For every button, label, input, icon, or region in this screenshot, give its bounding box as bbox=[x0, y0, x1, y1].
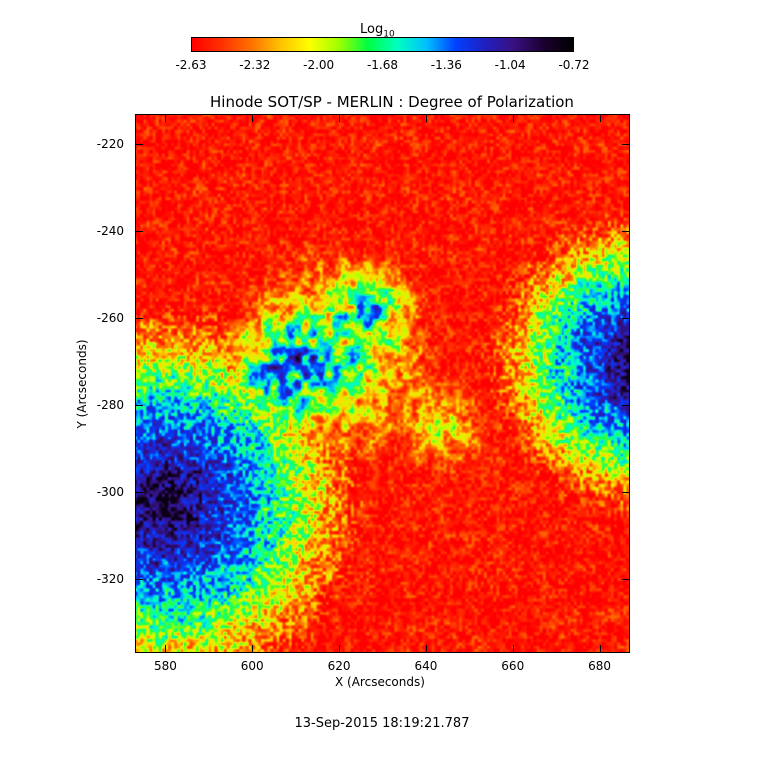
x-axis-label: X (Arcseconds) bbox=[335, 675, 425, 689]
y-tick-label: -220 bbox=[96, 137, 124, 152]
colorbar-tick-label: -2.32 bbox=[239, 58, 271, 72]
colorbar-tick-label: -1.68 bbox=[366, 58, 399, 72]
y-tick-mark bbox=[622, 144, 630, 146]
y-tick-mark bbox=[622, 492, 630, 494]
x-tick-label: 580 bbox=[153, 659, 177, 673]
colorbar-tick-label: -1.36 bbox=[430, 58, 462, 72]
y-tick-mark bbox=[622, 318, 630, 320]
colorbar-title: Log10 bbox=[360, 22, 395, 40]
plot-title: Hinode SOT/SP - MERLIN : Degree of Polar… bbox=[210, 93, 574, 111]
y-tick-label: -320 bbox=[96, 572, 124, 587]
colorbar bbox=[191, 37, 574, 52]
y-tick-mark bbox=[135, 318, 143, 320]
colorbar-title-sub: 10 bbox=[383, 29, 395, 40]
y-axis-label: Y (Arcseconds) bbox=[75, 339, 89, 429]
x-tick-mark bbox=[252, 645, 254, 653]
x-tick-mark bbox=[599, 645, 601, 653]
y-tick-mark bbox=[135, 144, 143, 146]
y-tick-label: -300 bbox=[96, 485, 124, 500]
colorbar-tick-label: -1.04 bbox=[494, 58, 526, 72]
colorbar-tick-label: -0.72 bbox=[558, 58, 590, 72]
colorbar-tick-label: -2.63 bbox=[175, 58, 207, 72]
x-tick-mark bbox=[425, 114, 427, 122]
y-tick-label: -260 bbox=[96, 311, 124, 326]
polarization-map bbox=[135, 114, 630, 653]
x-tick-mark bbox=[165, 114, 167, 122]
x-tick-mark bbox=[599, 114, 601, 122]
y-tick-mark bbox=[135, 579, 143, 581]
x-tick-mark bbox=[425, 645, 427, 653]
x-tick-label: 680 bbox=[588, 659, 612, 673]
x-tick-mark bbox=[512, 114, 514, 122]
y-tick-label: -280 bbox=[96, 398, 124, 413]
y-tick-mark bbox=[622, 579, 630, 581]
y-tick-label: -240 bbox=[96, 224, 124, 239]
y-tick-mark bbox=[622, 231, 630, 233]
x-tick-label: 640 bbox=[414, 659, 438, 673]
x-tick-mark bbox=[252, 114, 254, 122]
x-tick-mark bbox=[339, 645, 341, 653]
timestamp: 13-Sep-2015 18:19:21.787 bbox=[294, 716, 470, 731]
x-tick-label: 620 bbox=[327, 659, 351, 673]
x-tick-label: 660 bbox=[501, 659, 525, 673]
x-tick-label: 600 bbox=[240, 659, 264, 673]
colorbar-tick-label: -2.00 bbox=[303, 58, 335, 72]
x-tick-mark bbox=[165, 645, 167, 653]
y-tick-mark bbox=[622, 405, 630, 407]
x-tick-mark bbox=[339, 114, 341, 122]
y-tick-mark bbox=[135, 231, 143, 233]
x-tick-mark bbox=[512, 645, 514, 653]
colorbar-title-base: Log bbox=[360, 22, 384, 37]
y-tick-mark bbox=[135, 492, 143, 494]
y-tick-mark bbox=[135, 405, 143, 407]
